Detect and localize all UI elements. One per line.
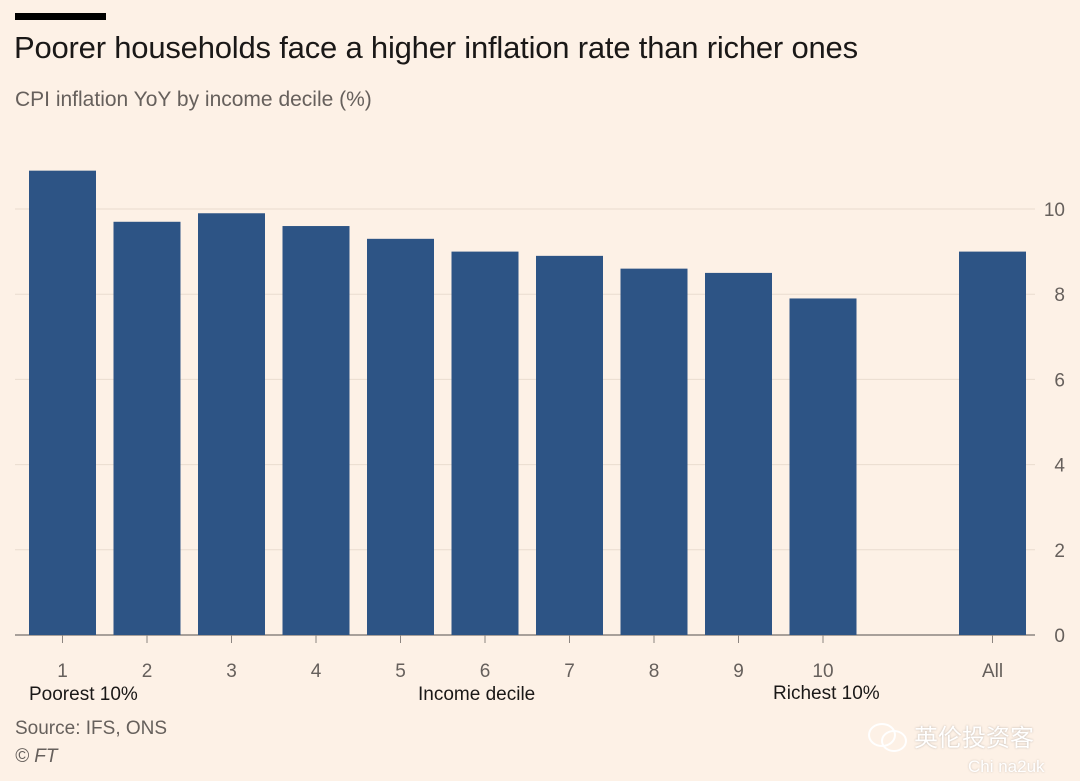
y-axis-ticks: 0 2 4 6 8 10 (1044, 200, 1066, 647)
x-tick-label: 2 (142, 661, 153, 682)
bar-7 (536, 255, 603, 636)
bars (29, 170, 1026, 636)
grid-lines (15, 208, 1035, 636)
bar-9 (705, 272, 772, 635)
y-tick-label: 0 (1054, 626, 1065, 647)
copyright-note: © FT (15, 746, 58, 767)
y-tick-label: 10 (1044, 200, 1065, 221)
chart-subtitle: CPI inflation YoY by income decile (%) (15, 88, 372, 111)
top-rule (15, 13, 106, 20)
x-tick-label: 8 (649, 661, 660, 682)
chart-title: Poorer households face a higher inflatio… (14, 30, 858, 65)
x-axis-ticks: 1 2 3 4 5 6 7 8 9 10 All (57, 635, 1003, 682)
richest-annotation: Richest 10% (773, 683, 880, 704)
y-tick-label: 8 (1054, 285, 1065, 306)
x-axis-label: Income decile (418, 684, 536, 705)
watermark: 英伦投资客 (868, 718, 1034, 753)
x-tick-label: 3 (226, 661, 237, 682)
bar-8 (620, 268, 688, 635)
y-tick-label: 6 (1054, 370, 1065, 391)
x-tick-label: 9 (733, 661, 744, 682)
y-tick-label: 2 (1054, 541, 1065, 562)
source-note: Source: IFS, ONS (15, 718, 168, 739)
wechat-icon (868, 721, 907, 752)
x-tick-label: 7 (564, 661, 575, 682)
bar-4 (282, 226, 350, 636)
bar-all (959, 251, 1026, 635)
x-tick-label: All (982, 661, 1003, 682)
x-tick-label: 6 (480, 661, 491, 682)
watermark-text: 英伦投资客 (914, 724, 1034, 752)
bar-5 (367, 238, 434, 635)
bar-3 (198, 213, 265, 635)
x-tick-label: 4 (311, 661, 322, 682)
watermark-subtext: Chi na2uk (968, 757, 1045, 776)
y-tick-label: 4 (1054, 456, 1065, 477)
x-tick-label: 5 (395, 661, 406, 682)
x-tick-label: 10 (812, 661, 833, 682)
bar-6 (451, 251, 519, 635)
bar-10 (789, 298, 857, 635)
bar-1 (29, 170, 96, 635)
bar-2 (113, 221, 181, 635)
x-tick-label: 1 (57, 661, 68, 682)
poorest-annotation: Poorest 10% (29, 684, 138, 705)
